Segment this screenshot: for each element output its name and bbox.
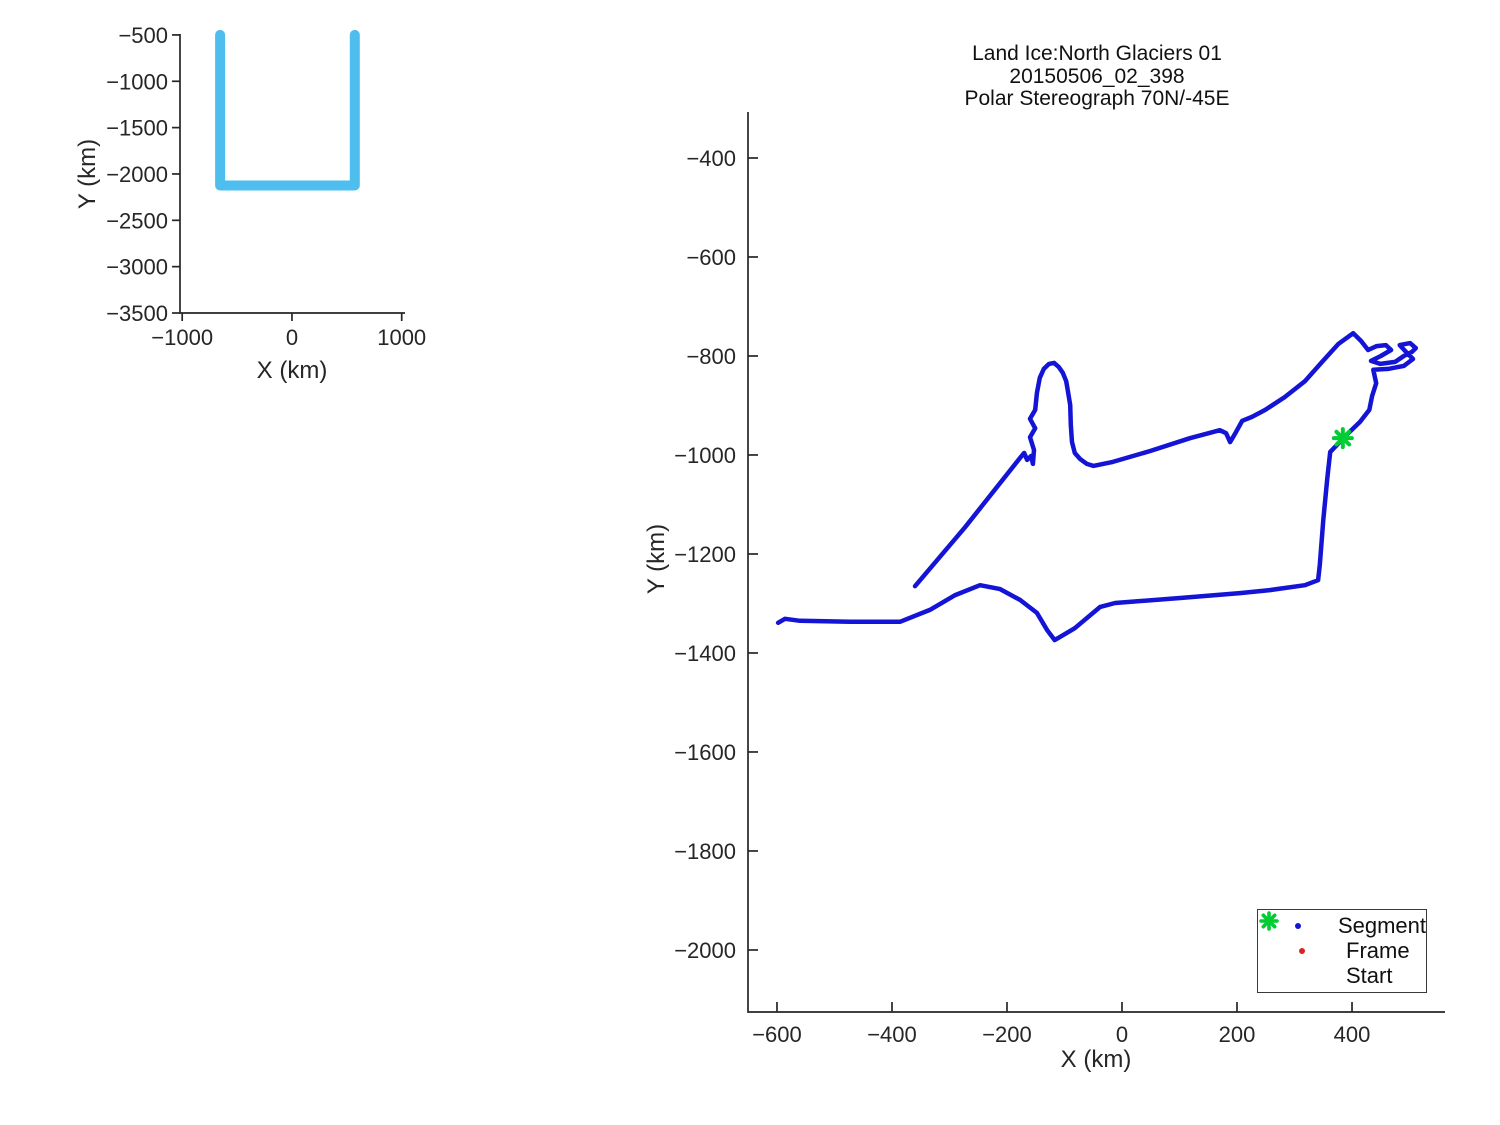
legend-label-segment: Segment: [1337, 912, 1426, 938]
segment-trajectory: [775, 330, 1419, 643]
overview-x-axis-label: X (km): [256, 357, 328, 384]
legend-item-segment: Segment: [1258, 913, 1426, 938]
legend-label-frame: Frame: [1346, 937, 1410, 963]
y-tick-label: −1500: [106, 116, 168, 141]
frame-dot-icon: [1258, 947, 1346, 954]
y-tick-label: −3500: [106, 301, 168, 326]
y-tick-label: −1000: [674, 443, 736, 468]
coverage-outline: [215, 29, 360, 191]
x-tick-label: 0: [1116, 1022, 1128, 1047]
overview-y-axis-label: Y (km): [74, 138, 101, 210]
segment-dot-icon: [1258, 922, 1338, 929]
title-line-3: Polar Stereograph 70N/-45E: [964, 87, 1230, 110]
title-line-2: 20150506_02_398: [1009, 64, 1185, 88]
x-tick-label: −600: [752, 1022, 802, 1047]
x-tick-label: 400: [1334, 1022, 1371, 1047]
overview-axes-spines: [179, 34, 405, 314]
main-plot-title: Land Ice:North Glaciers 01 20150506_02_3…: [897, 42, 1297, 111]
title-line-1: Land Ice:North Glaciers 01: [972, 42, 1222, 65]
x-tick-label: 0: [286, 325, 298, 350]
legend: Segment Frame Start: [1257, 909, 1427, 993]
legend-item-start: Start: [1258, 911, 1426, 989]
main-axes-spines: [747, 112, 1445, 1013]
y-tick-label: −1200: [674, 542, 736, 567]
y-tick-label: −2000: [106, 162, 168, 187]
legend-label-start: Start: [1346, 963, 1393, 989]
x-tick-label: 1000: [377, 325, 426, 350]
y-tick-label: −500: [118, 23, 168, 48]
x-tick-label: 200: [1219, 1022, 1256, 1047]
main-plot: −600 −400 −200 0 200 400−400−600−800−1000−120…: [674, 112, 1445, 1047]
overview-plot: −1000 0 1000 −500 −1000 −1500 −2000 −2500 −3000 −…: [106, 23, 426, 350]
y-tick-label: −2500: [106, 208, 168, 233]
y-tick-label: −3000: [106, 255, 168, 280]
x-tick-label: −1000: [151, 325, 213, 350]
y-tick-label: −800: [686, 344, 736, 369]
x-tick-label: −400: [867, 1022, 917, 1047]
y-tick-label: −1800: [674, 839, 736, 864]
x-tick-label: −200: [982, 1022, 1032, 1047]
legend-item-frame: Frame: [1258, 938, 1426, 963]
y-tick-label: −1000: [106, 69, 168, 94]
y-tick-label: −2000: [674, 938, 736, 963]
main-y-axis-label: Y (km): [643, 523, 670, 595]
y-tick-label: −1400: [674, 641, 736, 666]
y-tick-label: −400: [686, 146, 736, 171]
y-tick-label: −1600: [674, 740, 736, 765]
main-x-axis-label: X (km): [1060, 1046, 1132, 1073]
y-tick-label: −600: [686, 245, 736, 270]
start-marker: [1331, 427, 1354, 450]
start-marker-arm: [1334, 429, 1352, 447]
